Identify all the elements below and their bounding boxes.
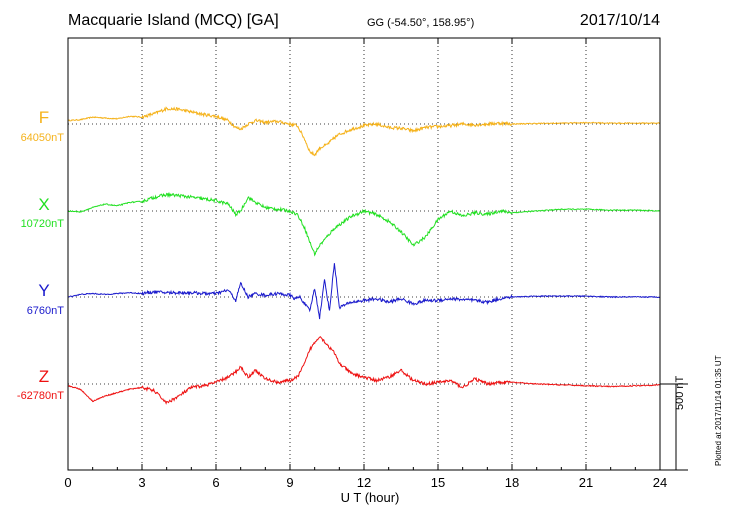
plotted-timestamp: Plotted at 2017/11/14 01:35 UT: [714, 355, 723, 466]
x-tick-label: 12: [357, 475, 371, 490]
baseline-label-z: -62780nT: [16, 390, 64, 402]
plot-traces: [67, 106, 661, 405]
series-label-x: X: [38, 195, 50, 214]
series-line-z: [67, 336, 661, 405]
x-tick-label: 21: [579, 475, 593, 490]
series-line-f: [67, 106, 661, 157]
series-line-x: [67, 192, 661, 257]
baseline-label-y: 6760nT: [26, 305, 64, 317]
series-line-y: [67, 263, 661, 320]
scale-bar-label: 500 nT: [674, 375, 686, 410]
x-tick-label: 18: [505, 475, 519, 490]
x-axis-label: U T (hour): [340, 490, 400, 505]
plot-grid: [68, 38, 660, 470]
station-title: Macquarie Island (MCQ) [GA]: [68, 12, 279, 29]
series-label-y: Y: [38, 281, 50, 300]
station-coordinates: GG (-54.50°, 158.95°): [367, 17, 475, 29]
plot-axes: 0 3 6 9 12 15 18 21 24: [64, 37, 688, 490]
baseline-label-x: 10720nT: [20, 218, 64, 230]
baseline-label-f: 64050nT: [20, 132, 64, 144]
x-tick-label: 0: [64, 475, 71, 490]
x-tick-label: 9: [286, 475, 293, 490]
x-tick-label: 24: [653, 475, 667, 490]
x-tick-label: 6: [212, 475, 219, 490]
series-label-z: Z: [38, 367, 50, 386]
series-label-f: F: [38, 108, 50, 127]
x-tick-label: 3: [138, 475, 145, 490]
plot-date: 2017/10/14: [579, 12, 660, 29]
x-tick-label: 15: [431, 475, 445, 490]
